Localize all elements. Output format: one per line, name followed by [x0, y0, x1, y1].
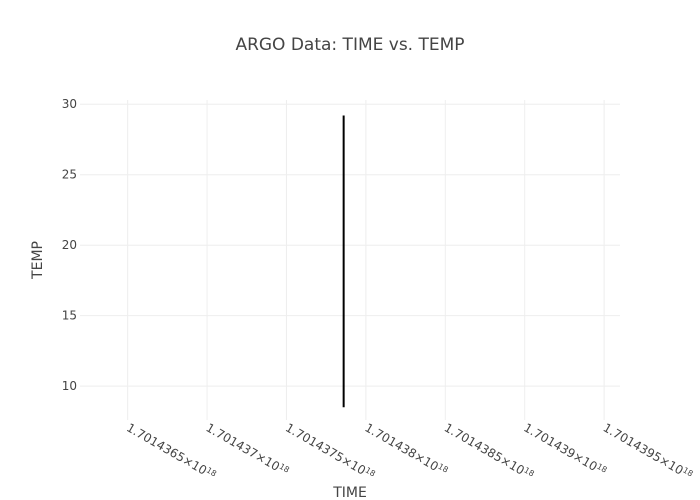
y-tick-label: 10 [62, 379, 77, 393]
y-tick-labels: 10 15 20 25 30 [62, 97, 77, 393]
x-tick-label: 1.7014395×1018 [601, 420, 695, 483]
x-tick-labels: 1.7014365×10181.701437×10181.7014375×101… [124, 420, 695, 483]
y-tick-label: 25 [62, 168, 77, 182]
x-tick-label: 1.7014375×1018 [283, 420, 377, 483]
x-tick-label: 1.7014385×1018 [442, 420, 536, 483]
x-tick-label: 1.7014365×1018 [124, 420, 218, 483]
y-axis-label: TEMP [30, 241, 46, 280]
x-axis-label: TIME [332, 485, 367, 500]
y-tick-label: 15 [62, 309, 77, 323]
y-tick-label: 30 [62, 97, 77, 111]
y-tick-label: 20 [62, 238, 77, 252]
chart-title: ARGO Data: TIME vs. TEMP [235, 35, 464, 55]
grid-layer [80, 100, 620, 420]
